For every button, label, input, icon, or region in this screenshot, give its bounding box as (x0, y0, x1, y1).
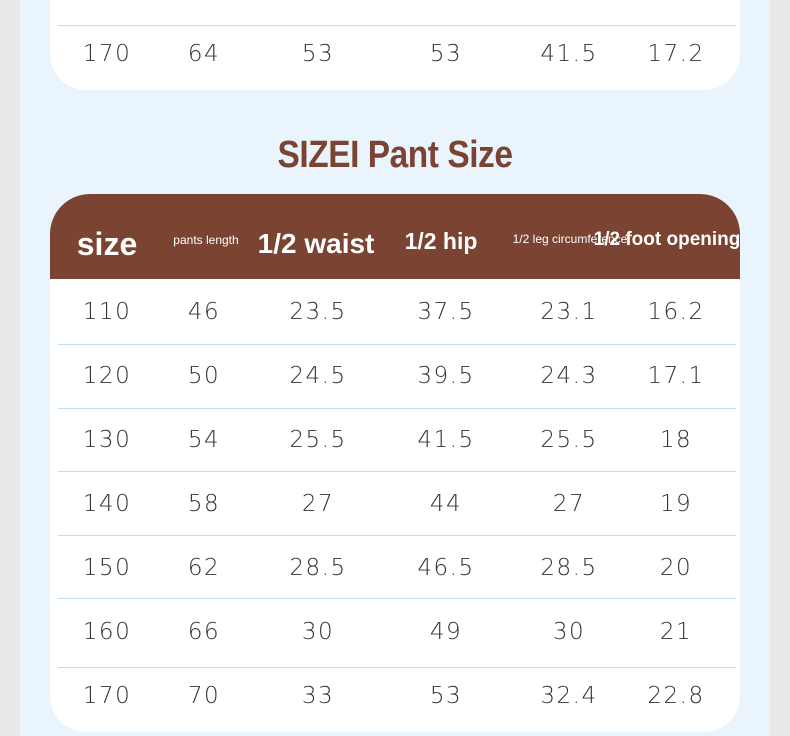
header-half-hip: 1/2 hip (404, 228, 478, 254)
table-cell: 50 (187, 363, 221, 389)
table-cell: 22.8 (647, 683, 705, 709)
table-cell: 53 (301, 41, 335, 67)
table-cell: 54 (187, 427, 221, 453)
table-cell: 24.5 (289, 363, 347, 389)
table-cell: 58 (187, 491, 221, 517)
table-cell: 160 (82, 619, 132, 645)
row-divider (58, 598, 736, 599)
table-cell: 30 (301, 619, 335, 645)
table-cell: 28.5 (289, 555, 347, 581)
table-cell: 19 (659, 491, 693, 517)
row-divider (58, 535, 736, 536)
table-cell: 64 (187, 41, 221, 67)
table-cell: 66 (187, 619, 221, 645)
table-cell: 62 (187, 555, 221, 581)
table-cell: 16.2 (647, 299, 705, 325)
table-cell: 24.3 (540, 363, 598, 389)
table-cell: 44 (429, 491, 463, 517)
table-cell: 18 (659, 427, 693, 453)
table-cell: 27 (301, 491, 335, 517)
row-divider (58, 471, 736, 472)
table-cell: 41.5 (417, 427, 475, 453)
table-cell: 27 (552, 491, 586, 517)
header-half-foot-opening: 1/2 foot opening (593, 229, 740, 250)
header-pants-length: pants length (173, 233, 239, 247)
table-cell: 120 (82, 363, 132, 389)
table-cell: 33 (301, 683, 335, 709)
table-cell: 25.5 (540, 427, 598, 453)
table-cell: 23.1 (540, 299, 598, 325)
header-half-waist: 1/2 waist (257, 228, 375, 259)
table-cell: 130 (82, 427, 132, 453)
table-cell: 17.2 (647, 41, 705, 67)
table-cell: 53 (429, 683, 463, 709)
row-divider (58, 25, 736, 26)
table-cell: 23.5 (289, 299, 347, 325)
header-half-leg-circumference: 1/2 leg circumference (512, 232, 628, 246)
table-cell: 70 (187, 683, 221, 709)
table-cell: 20 (659, 555, 693, 581)
table-cell: 46.5 (417, 555, 475, 581)
table-cell: 25.5 (289, 427, 347, 453)
table-cell: 46 (187, 299, 221, 325)
table-cell: 17.1 (647, 363, 705, 389)
row-divider (58, 408, 736, 409)
table-cell: 140 (82, 491, 132, 517)
row-divider (58, 667, 736, 668)
table-cell: 41.5 (540, 41, 598, 67)
table-cell: 170 (82, 683, 132, 709)
table-cell: 49 (429, 619, 463, 645)
table-cell: 21 (659, 619, 693, 645)
table-cell: 110 (82, 299, 132, 325)
table-cell: 32.4 (540, 683, 598, 709)
table-cell: 30 (552, 619, 586, 645)
table-cell: 170 (82, 41, 132, 67)
pant-size-table: size pants length 1/2 waist 1/2 hip 1/2 … (50, 194, 740, 732)
top-size-table (50, 0, 740, 90)
table-cell: 39.5 (417, 363, 475, 389)
table-cell: 53 (429, 41, 463, 67)
table-cell: 37.5 (417, 299, 475, 325)
table-header: size pants length 1/2 waist 1/2 hip 1/2 … (50, 194, 740, 279)
table-cell: 150 (82, 555, 132, 581)
row-divider (58, 344, 736, 345)
pant-size-title: SIZEI Pant Size (277, 134, 513, 176)
table-cell: 28.5 (540, 555, 598, 581)
header-size: size (76, 226, 138, 262)
